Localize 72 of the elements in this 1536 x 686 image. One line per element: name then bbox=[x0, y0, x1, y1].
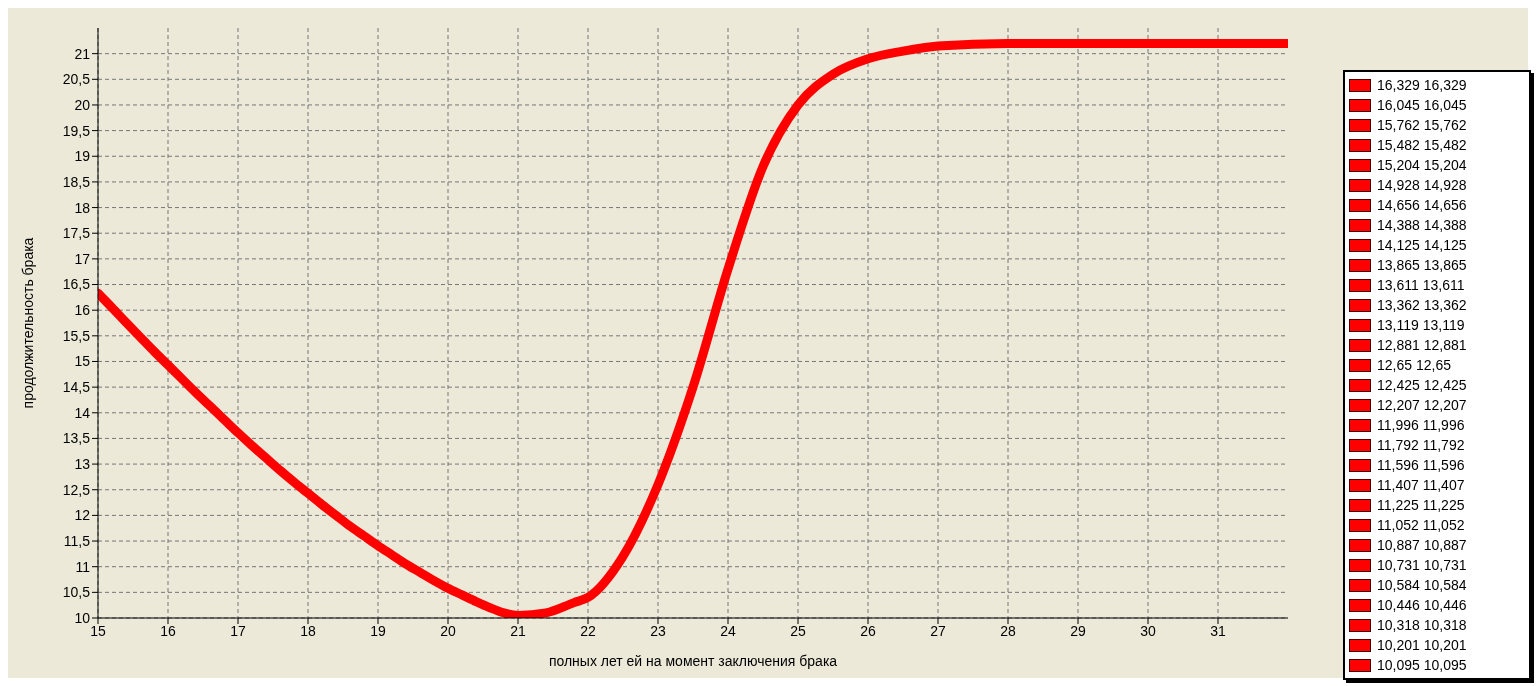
y-tick-label: 16 bbox=[74, 302, 91, 319]
text: 15,762 15,762 bbox=[1377, 117, 1467, 133]
y-tick-label: 21 bbox=[74, 45, 91, 62]
x-tick-label: 25 bbox=[790, 622, 806, 639]
text: 14,928 14,928 bbox=[1377, 177, 1467, 193]
text: 14,656 14,656 bbox=[1377, 197, 1467, 213]
x-tick-label: 16 bbox=[160, 622, 176, 639]
y-tick-label: 15,5 bbox=[62, 327, 91, 344]
y-tick-label: 20 bbox=[74, 96, 91, 113]
y-tick-label: 18,5 bbox=[62, 173, 91, 190]
x-tick-label: 29 bbox=[1070, 622, 1086, 639]
y-tick-label: 18 bbox=[74, 199, 91, 216]
x-tick-label: 30 bbox=[1140, 622, 1156, 639]
text: 13,611 13,611 bbox=[1377, 277, 1465, 293]
y-tick-label: 19,5 bbox=[62, 122, 91, 139]
x-tick-label: 26 bbox=[860, 622, 876, 639]
y-tick-label: 14,5 bbox=[62, 379, 91, 396]
text: 11,996 11,996 bbox=[1377, 417, 1465, 433]
text: 11,052 11,052 bbox=[1377, 517, 1465, 533]
y-tick-label: 20,5 bbox=[62, 71, 91, 88]
text: 12,207 12,207 bbox=[1377, 397, 1467, 413]
text: 10,731 10,731 bbox=[1377, 557, 1467, 573]
y-tick-label: 10 bbox=[74, 609, 91, 626]
text: 15,482 15,482 bbox=[1377, 137, 1467, 153]
text: 10,446 10,446 bbox=[1377, 597, 1467, 613]
text: 10,318 10,318 bbox=[1377, 617, 1467, 633]
x-tick-label: 20 bbox=[440, 622, 456, 639]
x-tick-label: 22 bbox=[580, 622, 596, 639]
y-tick-label: 19 bbox=[74, 148, 91, 165]
y-tick-label: 16,5 bbox=[62, 276, 91, 293]
text: 11,792 11,792 bbox=[1377, 437, 1465, 453]
x-tick-label: 15 bbox=[90, 622, 106, 639]
y-tick-label: 12 bbox=[74, 507, 91, 524]
text: 10,584 10,584 bbox=[1377, 577, 1467, 593]
y-tick-label: 13,5 bbox=[62, 430, 91, 447]
x-tick-label: 27 bbox=[930, 622, 946, 639]
x-tick-label: 21 bbox=[510, 622, 526, 639]
text: 13,865 13,865 bbox=[1377, 257, 1467, 273]
y-axis-title: продолжительность брака bbox=[19, 237, 36, 409]
x-tick-label: 28 bbox=[1000, 622, 1016, 639]
y-tick-label: 10,5 bbox=[62, 584, 91, 601]
text: 11,596 11,596 bbox=[1377, 457, 1465, 473]
x-tick-label: 18 bbox=[300, 622, 316, 639]
text: 10,887 10,887 bbox=[1377, 537, 1467, 553]
text: 10,095 10,095 bbox=[1377, 657, 1467, 673]
x-tick-label: 19 bbox=[370, 622, 386, 639]
y-tick-label: 17,5 bbox=[62, 225, 91, 242]
text: 13,119 13,119 bbox=[1377, 317, 1465, 333]
text: 14,125 14,125 bbox=[1377, 237, 1467, 253]
y-tick-label: 13 bbox=[74, 456, 91, 473]
text: 11,407 11,407 bbox=[1377, 477, 1465, 493]
y-tick-label: 12,5 bbox=[62, 481, 91, 498]
y-tick-label: 11,5 bbox=[63, 533, 91, 550]
x-tick-label: 24 bbox=[720, 622, 736, 639]
y-tick-label: 17 bbox=[74, 250, 91, 267]
text: 13,362 13,362 bbox=[1377, 297, 1467, 313]
y-tick-label: 11 bbox=[75, 558, 91, 575]
x-tick-label: 17 bbox=[230, 622, 246, 639]
x-axis-title: полных лет ей на момент заключения брака bbox=[548, 653, 838, 669]
text: 11,225 11,225 bbox=[1377, 497, 1465, 513]
text: 10,201 10,201 bbox=[1377, 637, 1467, 653]
y-tick-label: 14 bbox=[74, 404, 91, 421]
text: 14,388 14,388 bbox=[1377, 217, 1467, 233]
text: 12,65 12,65 bbox=[1377, 357, 1451, 373]
text: 12,881 12,881 bbox=[1377, 337, 1467, 353]
text: 16,045 16,045 bbox=[1377, 97, 1467, 113]
text: 12,425 12,425 bbox=[1377, 377, 1467, 393]
x-tick-label: 23 bbox=[650, 622, 666, 639]
y-tick-label: 15 bbox=[74, 353, 91, 370]
text: 16,329 16,329 bbox=[1377, 77, 1467, 93]
x-tick-label: 31 bbox=[1210, 622, 1226, 639]
text: 15,204 15,204 bbox=[1377, 157, 1467, 173]
